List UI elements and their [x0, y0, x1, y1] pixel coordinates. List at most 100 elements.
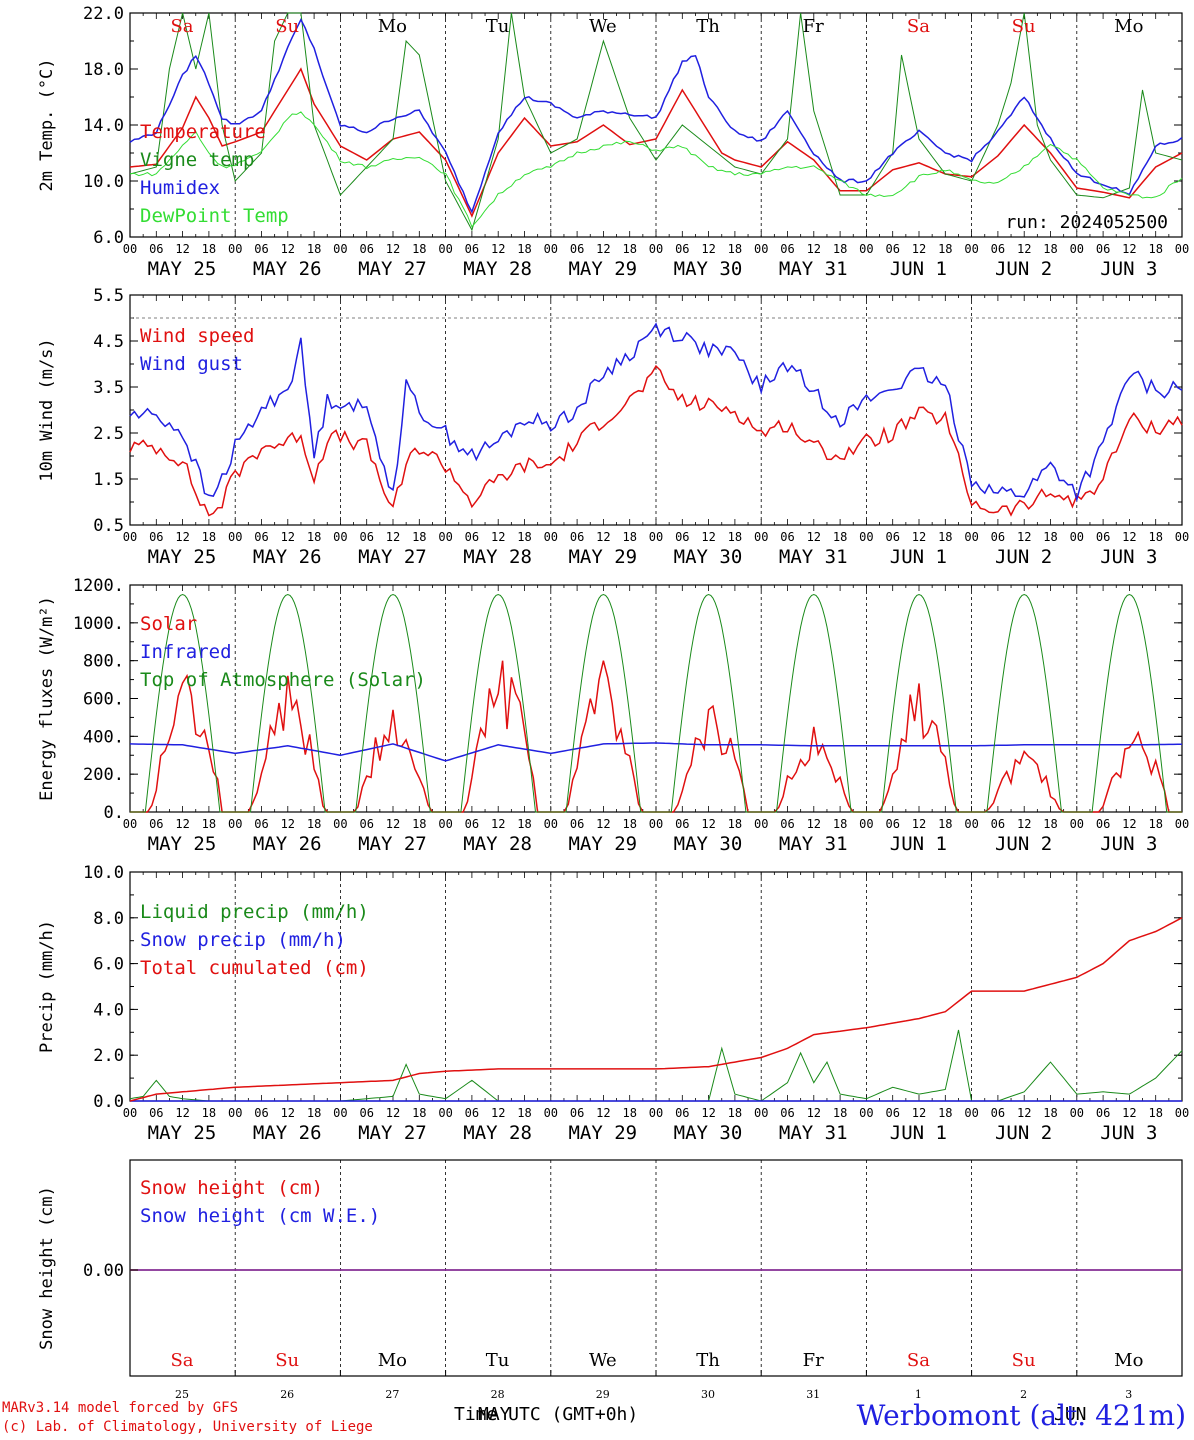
hour-tick-label: 06: [570, 1106, 584, 1120]
hour-tick-label: 12: [701, 530, 715, 544]
hour-tick-label: 18: [1043, 530, 1057, 544]
legend-entry: Temperature: [140, 121, 266, 143]
hour-tick-label: 06: [991, 817, 1005, 831]
panel-1: 2m Temp. (°C): [37, 12, 1183, 238]
y-tick-label: 400.: [83, 727, 124, 747]
day-label: MAY 30: [674, 1122, 743, 1144]
hour-tick-label: 06: [149, 530, 163, 544]
hour-tick-label: 00: [754, 242, 768, 256]
y-axis-label: Snow height (cm): [37, 1186, 57, 1350]
y-tick-label: 0.0: [93, 1092, 124, 1112]
hour-tick-label: 00: [1070, 1106, 1084, 1120]
hour-tick-label: 00: [333, 530, 347, 544]
weekday-label: Mo: [378, 16, 407, 37]
hour-tick-label: 18: [833, 530, 847, 544]
series-line: [129, 18, 1183, 214]
hour-tick-label: 18: [307, 1106, 321, 1120]
day-label: MAY 26: [253, 833, 322, 855]
hour-tick-label: 18: [938, 1106, 952, 1120]
hour-tick-label: 00: [228, 242, 242, 256]
hour-tick-label: 00: [1175, 817, 1189, 831]
hour-tick-label: 18: [622, 242, 636, 256]
hour-tick-label: 18: [517, 530, 531, 544]
hour-tick-label: 18: [412, 817, 426, 831]
hour-tick-label: 18: [622, 530, 636, 544]
hour-tick-label: 12: [596, 1106, 610, 1120]
hour-tick-label: 12: [491, 1106, 505, 1120]
weekday-label: Mo: [1114, 1350, 1143, 1371]
hour-tick-label: 12: [281, 817, 295, 831]
hour-tick-label: 12: [281, 530, 295, 544]
y-tick-label: 1200.: [73, 576, 124, 596]
hour-tick-label: 06: [780, 530, 794, 544]
y-tick-label: 2.5: [93, 424, 124, 444]
hour-tick-label: 12: [1017, 242, 1031, 256]
hour-tick-label: 00: [438, 242, 452, 256]
hour-tick-label: 18: [833, 817, 847, 831]
legend-entry: DewPoint Temp: [140, 205, 289, 227]
hour-tick-label: 00: [649, 242, 663, 256]
hour-tick-label: 06: [1096, 817, 1110, 831]
day-number-label: 2: [1020, 1388, 1027, 1401]
panel-3: Energy fluxes (W/m²): [37, 584, 1183, 813]
hour-tick-label: 00: [1070, 530, 1084, 544]
hour-tick-label: 06: [780, 817, 794, 831]
hour-tick-label: 06: [885, 817, 899, 831]
hour-tick-label: 12: [386, 242, 400, 256]
day-label: JUN 1: [890, 258, 947, 280]
legend-entry: Snow precip (mm/h): [140, 929, 346, 951]
hour-tick-label: 18: [1043, 817, 1057, 831]
hour-tick-label: 00: [228, 530, 242, 544]
y-tick-label: 800.: [83, 652, 124, 672]
hour-tick-label: 00: [859, 817, 873, 831]
y-tick-label: 14.0: [83, 116, 124, 136]
hour-tick-label: 18: [938, 242, 952, 256]
hour-tick-label: 06: [675, 530, 689, 544]
day-label: JUN 1: [890, 546, 947, 568]
hour-tick-label: 06: [885, 242, 899, 256]
hour-tick-label: 06: [149, 817, 163, 831]
hour-tick-label: 00: [754, 817, 768, 831]
day-label: JUN 2: [995, 546, 1052, 568]
weekday-label: Tu: [486, 1350, 510, 1371]
hour-tick-label: 00: [859, 530, 873, 544]
hour-tick-label: 12: [701, 242, 715, 256]
hour-tick-label: 06: [991, 530, 1005, 544]
hour-tick-label: 06: [675, 817, 689, 831]
hour-tick-label: 06: [991, 1106, 1005, 1120]
y-tick-label: 4.5: [93, 332, 124, 352]
hour-tick-label: 06: [675, 242, 689, 256]
day-label: JUN 2: [995, 1122, 1052, 1144]
hour-tick-label: 18: [307, 242, 321, 256]
hour-tick-label: 00: [333, 817, 347, 831]
hour-tick-label: 00: [1070, 817, 1084, 831]
y-tick-label: 8.0: [93, 909, 124, 929]
legend-entry: Infrared: [140, 641, 232, 663]
hour-tick-label: 00: [123, 817, 137, 831]
day-number-label: 25: [175, 1388, 189, 1401]
y-tick-label: 6.0: [93, 955, 124, 975]
day-number-label: 31: [806, 1388, 820, 1401]
weekday-label: Su: [1012, 16, 1036, 37]
hour-tick-label: 18: [1148, 530, 1162, 544]
hour-tick-label: 00: [438, 530, 452, 544]
legend-entry: Solar: [140, 613, 197, 635]
weekday-label: Mo: [378, 1350, 407, 1371]
hour-tick-label: 18: [517, 817, 531, 831]
y-tick-label: 10.0: [83, 863, 124, 883]
hour-tick-label: 00: [754, 530, 768, 544]
hour-tick-label: 06: [359, 817, 373, 831]
hour-tick-label: 06: [254, 242, 268, 256]
hour-tick-label: 12: [386, 530, 400, 544]
y-tick-label: 2.0: [93, 1046, 124, 1066]
y-tick-label: 1000.: [73, 614, 124, 634]
hour-tick-label: 06: [885, 530, 899, 544]
hour-tick-label: 12: [596, 817, 610, 831]
y-axis-label: 10m Wind (m/s): [37, 338, 57, 481]
hour-tick-label: 18: [833, 242, 847, 256]
panel-4: Precip (mm/h): [37, 871, 1183, 1102]
hour-tick-label: 06: [570, 817, 584, 831]
series-line: [129, 917, 1183, 1102]
day-label: MAY 31: [779, 258, 848, 280]
hour-tick-label: 06: [149, 1106, 163, 1120]
